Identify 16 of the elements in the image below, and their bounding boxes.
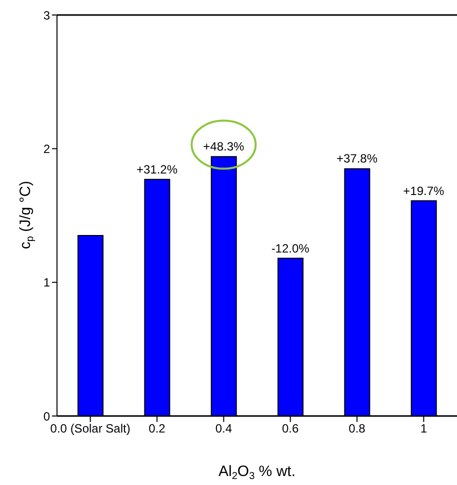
x-tick-label: 0.8 [348,422,366,436]
y-tick-label: 1 [43,276,50,290]
x-tick-label: 0.0 (Solar Salt) [50,422,130,436]
annotation: +37.8% [336,152,378,166]
annotation: +31.2% [136,162,178,176]
y-tick-label: 2 [43,142,50,156]
x-tick-label: 0.6 [282,422,299,436]
y-tick-label: 3 [43,8,50,22]
x-tick-label: 0.4 [215,422,232,436]
y-tick-label: 0 [43,409,50,424]
x-tick-label: 0.2 [148,422,166,436]
annotation: +19.7% [403,184,445,198]
annotation: -12.0% [271,241,310,256]
x-axis-title: Al$_{2}$O$_{3}$ % wt. [218,463,296,482]
x-tick-label: 1 [420,422,428,436]
annotation: +48.3% [203,140,245,154]
